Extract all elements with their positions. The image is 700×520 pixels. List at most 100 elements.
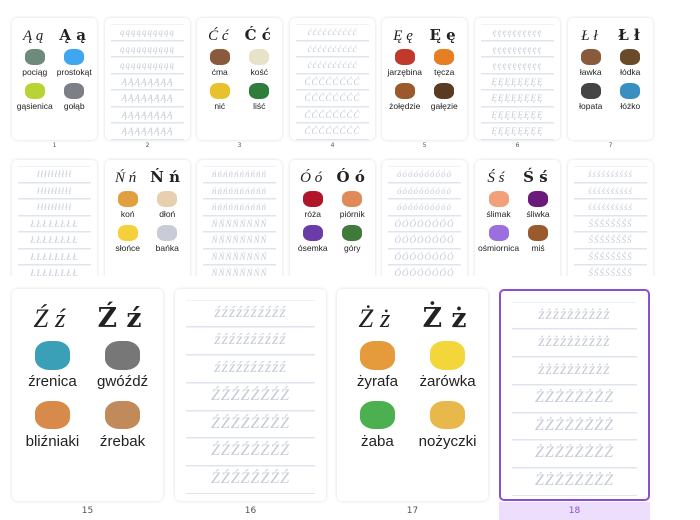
word-label: ośmiornica [478, 243, 520, 253]
picture-word-grid: ławka łódka łopata łóżko [571, 49, 650, 111]
practice-line: ĆĆĆĆĆĆĆĆ [296, 123, 369, 140]
page-number: 2 [145, 142, 150, 149]
bed-icon [620, 83, 641, 99]
picture-word-grid: źrenica gwóźdź bliźniaki źrebak [17, 341, 157, 450]
word-label: ławka [579, 67, 602, 77]
page-thumbnail-15[interactable]: Ź ź Ź ź źrenica gwóźdź bliźniaki źrebak [12, 289, 163, 501]
word-label: piórnik [339, 209, 365, 219]
practice-line: śśśśśśśśśś [574, 199, 647, 216]
page-number: 3 [237, 142, 242, 149]
page-thumbnail-7[interactable]: Ł ł Ł ł ławka łódka łopata łóżko [568, 18, 653, 140]
picture-word: róża [293, 191, 333, 219]
page-thumbnail-3[interactable]: Ć ć Ć ć ćma kość nić liść [197, 18, 282, 140]
word-label: bliźniaki [25, 432, 80, 450]
word-label: źrebak [99, 432, 146, 450]
page-thumbnail-17[interactable]: Ż ż Ż ż żyrafa żarówka żaba nożyczki [337, 289, 488, 501]
word-label: ćma [211, 67, 228, 77]
page-thumbnail-1[interactable]: Ą ą Ą ą pociąg prostokąt gąsienica gołąb [12, 18, 97, 140]
practice-line: ńńńńńńńńńń [203, 199, 276, 216]
picture-word-grid: koń dłoń słońce bańka [108, 191, 187, 253]
page-thumbnail-18[interactable]: żżżżżżżżżż żżżżżżżżżż żżżżżżżżżż ŻŻŻŻŻŻŻŻ ŻŻ… [499, 289, 650, 501]
practice-line: ŻŻŻŻŻŻŻŻ [511, 384, 638, 413]
picture-word-grid: jarzębina tęcza żołędzie gałęzie [385, 49, 464, 111]
practice-line: ŹŹŹŹŹŹŹŹ [185, 466, 316, 494]
page-number: 16 [244, 506, 257, 516]
picture-word: pociąg [15, 49, 55, 77]
practice-line: ŚŚŚŚŚŚŚŚ [574, 248, 647, 265]
picture-word: źrebak [88, 400, 158, 450]
page-thumbnail-11[interactable]: Ó ó Ó ó róża piórnik ósemka góry [290, 160, 375, 276]
branch-icon [434, 83, 455, 99]
picture-word: ćma [200, 49, 240, 77]
picture-word: ławka [571, 49, 611, 77]
frog-icon [359, 400, 396, 430]
word-label: łóżko [620, 101, 641, 111]
scissors-icon [429, 400, 466, 430]
page-thumbnail-8[interactable]: łłłłłłłłłł łłłłłłłłłł łłłłłłłłłł ŁŁŁŁŁŁŁŁ ŁŁ… [12, 160, 97, 276]
word-label: tęcza [434, 67, 455, 77]
plum-icon [528, 191, 549, 207]
page-thumbnail-2[interactable]: ąąąąąąąąąą ąąąąąąąąąą ąąąąąąąąąą ĄĄĄĄĄĄĄĄ ĄĄ… [105, 18, 190, 140]
practice-line: ćććććććććć [296, 40, 369, 57]
practice-line: ĄĄĄĄĄĄĄĄ [111, 90, 184, 107]
sun-icon [117, 225, 138, 241]
page-thumbnail-6[interactable]: ęęęęęęęęęę ęęęęęęęęęę ęęęęęęęęęę ĘĘĘĘĘĘĘĘ ĘĘ… [475, 18, 560, 140]
page-thumbnail-16[interactable]: źźźźźźźźźź źźźźźźźźźź źźźźźźźźźź ŹŹŹŹŹŹŹŹ ŹŹ… [175, 289, 326, 501]
practice-line: ĘĘĘĘĘĘĘĘ [481, 106, 554, 123]
print-letters: Ż ż [422, 303, 467, 335]
foal-icon [104, 400, 141, 430]
page-thumbnail-13[interactable]: Ś ś Ś ś ślimak śliwka ośmiornica miś [475, 160, 560, 276]
boat-icon [620, 49, 641, 65]
word-label: śliwka [526, 209, 550, 219]
picture-word: śliwka [519, 191, 557, 219]
practice-line: ńńńńńńńńńń [203, 166, 276, 183]
page-thumbnail-5[interactable]: Ę ę Ę ę jarzębina tęcza żołędzie gałęzie [382, 18, 467, 140]
horse-icon [117, 191, 138, 207]
print-letters: Ń ń [150, 168, 181, 186]
practice-line: ŹŹŹŹŹŹŹŹ [185, 410, 316, 439]
picture-word: jarzębina [385, 49, 425, 77]
page-thumbnail-10[interactable]: ńńńńńńńńńń ńńńńńńńńńń ńńńńńńńńńń ŃŃŃŃŃŃŃŃ ŃŃ… [197, 160, 282, 276]
word-label: nożyczki [418, 432, 477, 450]
practice-line: żżżżżżżżżż [511, 301, 638, 330]
hand-icon [157, 191, 178, 207]
picture-word: liść [240, 83, 280, 111]
practice-line: łłłłłłłłłł [18, 199, 91, 216]
picture-word-grid: ślimak śliwka ośmiornica miś [478, 191, 557, 253]
picture-word: prostokąt [55, 49, 95, 77]
page-thumbnail-4[interactable]: ćććććććććć ćććććććććć ćććććććććć ĆĆĆĆĆĆĆĆ ĆĆ… [290, 18, 375, 140]
practice-line: óóóóóóóóóó [388, 199, 461, 216]
page-thumbnail-12[interactable]: óóóóóóóóóó óóóóóóóóóó óóóóóóóóóó ÓÓÓÓÓÓÓÓ ÓÓ… [382, 160, 467, 276]
picture-word-grid: pociąg prostokąt gąsienica gołąb [15, 49, 94, 111]
giraffe-icon [359, 341, 396, 370]
picture-word-grid: róża piórnik ósemka góry [293, 191, 372, 253]
practice-line: źźźźźźźźźź [185, 299, 316, 328]
page-thumbnail-14[interactable]: śśśśśśśśśś śśśśśśśśśś śśśśśśśśśś ŚŚŚŚŚŚŚŚ ŚŚ… [568, 160, 653, 276]
practice-line: śśśśśśśśśś [574, 166, 647, 183]
page-thumbnail-9[interactable]: Ń ń Ń ń koń dłoń słońce bańka [105, 160, 190, 276]
practice-line: ŁŁŁŁŁŁŁŁ [18, 232, 91, 249]
eye-icon [34, 341, 71, 370]
picture-word: słońce [108, 225, 148, 253]
moth-icon [209, 49, 230, 65]
leaf-icon [249, 83, 270, 99]
practice-line: źźźźźźźźźź [185, 327, 316, 356]
word-label: gołąb [63, 101, 85, 111]
acorns-icon [394, 83, 415, 99]
word-label: słońce [115, 243, 141, 253]
practice-line: ŁŁŁŁŁŁŁŁ [18, 215, 91, 232]
rectangle-icon [64, 49, 85, 65]
page-number: 17 [406, 506, 419, 516]
word-label: żaba [361, 432, 394, 450]
word-label: żarówka [419, 373, 476, 391]
rainbow-icon [434, 49, 455, 65]
picture-word: żarówka [413, 341, 483, 390]
practice-line: ąąąąąąąąąą [111, 57, 184, 74]
picture-word: góry [333, 225, 373, 253]
script-letters: Ń ń [114, 170, 137, 186]
word-label: łódka [620, 67, 641, 77]
